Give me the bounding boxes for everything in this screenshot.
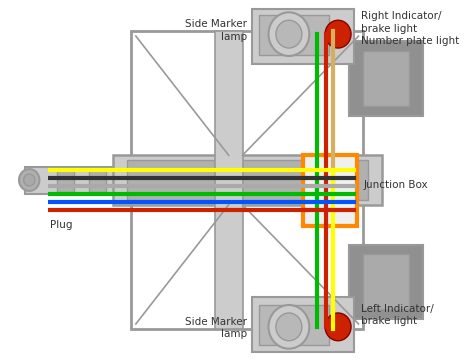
FancyBboxPatch shape <box>303 155 356 226</box>
Bar <box>252 9 354 64</box>
Bar <box>90 169 106 192</box>
Circle shape <box>276 313 302 341</box>
Circle shape <box>325 313 351 341</box>
Text: Right Indicator/
brake light
Number plate light: Right Indicator/ brake light Number plat… <box>361 11 459 46</box>
Bar <box>349 41 423 116</box>
Bar <box>25 167 178 194</box>
Bar <box>127 160 368 200</box>
Bar <box>259 305 329 345</box>
Text: Plug: Plug <box>50 220 72 230</box>
Bar <box>131 31 363 329</box>
Text: Side Marker
lamp: Side Marker lamp <box>185 19 247 42</box>
Text: Left Indicator/
brake light: Left Indicator/ brake light <box>361 304 434 326</box>
Bar <box>113 155 382 205</box>
Bar <box>259 15 329 55</box>
Circle shape <box>276 20 302 48</box>
Bar <box>363 255 410 309</box>
Text: Side Marker
lamp: Side Marker lamp <box>185 317 247 339</box>
Bar <box>349 244 423 319</box>
Bar <box>57 169 74 192</box>
Bar <box>252 297 354 352</box>
Circle shape <box>24 174 35 186</box>
Circle shape <box>268 305 310 349</box>
Bar <box>363 51 410 105</box>
Bar <box>215 31 243 329</box>
Circle shape <box>268 12 310 56</box>
Circle shape <box>325 20 351 48</box>
Circle shape <box>19 169 39 191</box>
Text: Junction Box: Junction Box <box>363 180 428 190</box>
